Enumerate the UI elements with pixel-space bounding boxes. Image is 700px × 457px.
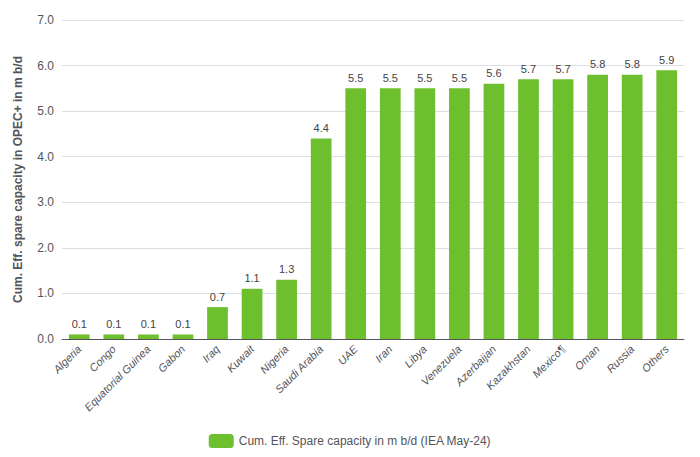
svg-text:5.5: 5.5 [348, 72, 363, 84]
svg-text:Mexico¶: Mexico¶ [530, 343, 567, 380]
svg-text:1.3: 1.3 [279, 263, 294, 275]
svg-text:5.9: 5.9 [659, 54, 674, 66]
svg-text:Algeria: Algeria [50, 343, 83, 376]
svg-text:4.4: 4.4 [314, 122, 329, 134]
svg-text:Venezuela: Venezuela [418, 342, 464, 388]
svg-text:5.8: 5.8 [625, 58, 640, 70]
svg-text:4.0: 4.0 [37, 150, 54, 164]
svg-text:Iraq: Iraq [200, 342, 222, 364]
svg-text:Gabon: Gabon [155, 343, 187, 375]
svg-text:5.0: 5.0 [37, 104, 54, 118]
svg-text:7.0: 7.0 [37, 13, 54, 27]
svg-text:Azerbaijan: Azerbaijan [453, 342, 499, 388]
svg-text:1.1: 1.1 [244, 272, 259, 284]
svg-text:Cum. Eff. spare capacity in OP: Cum. Eff. spare capacity in OPEC+ in m b… [11, 56, 25, 303]
svg-text:Oman: Oman [572, 343, 602, 373]
svg-text:5.6: 5.6 [486, 67, 501, 79]
svg-text:0.7: 0.7 [210, 291, 225, 303]
svg-text:Kazakhstan: Kazakhstan [484, 343, 533, 392]
svg-text:0.1: 0.1 [72, 318, 87, 330]
svg-text:Others: Others [639, 342, 671, 374]
svg-text:0.1: 0.1 [141, 318, 156, 330]
svg-text:UAE: UAE [336, 342, 361, 367]
svg-text:1.0: 1.0 [37, 286, 54, 300]
svg-text:Iran: Iran [373, 343, 395, 365]
svg-text:Saudi Arabia: Saudi Arabia [273, 343, 326, 396]
svg-text:0.1: 0.1 [175, 318, 190, 330]
svg-text:5.7: 5.7 [521, 63, 536, 75]
svg-text:5.5: 5.5 [417, 72, 432, 84]
svg-text:5.8: 5.8 [590, 58, 605, 70]
svg-text:Libya: Libya [402, 343, 429, 370]
svg-text:5.5: 5.5 [383, 72, 398, 84]
svg-text:Nigeria: Nigeria [258, 343, 291, 376]
svg-text:2.0: 2.0 [37, 241, 54, 255]
svg-text:Equatorial Guinea: Equatorial Guinea [82, 343, 153, 414]
svg-text:Kuwait: Kuwait [224, 342, 256, 374]
svg-text:5.5: 5.5 [452, 72, 467, 84]
svg-text:0.1: 0.1 [106, 318, 121, 330]
svg-text:5.7: 5.7 [555, 63, 570, 75]
svg-text:Congo: Congo [87, 343, 118, 374]
svg-text:0.0: 0.0 [37, 332, 54, 346]
svg-text:6.0: 6.0 [37, 59, 54, 73]
svg-text:Russia: Russia [604, 343, 636, 375]
svg-text:Cum. Eff. Spare capacity in m: Cum. Eff. Spare capacity in m b/d (IEA M… [239, 434, 491, 448]
svg-text:3.0: 3.0 [37, 195, 54, 209]
